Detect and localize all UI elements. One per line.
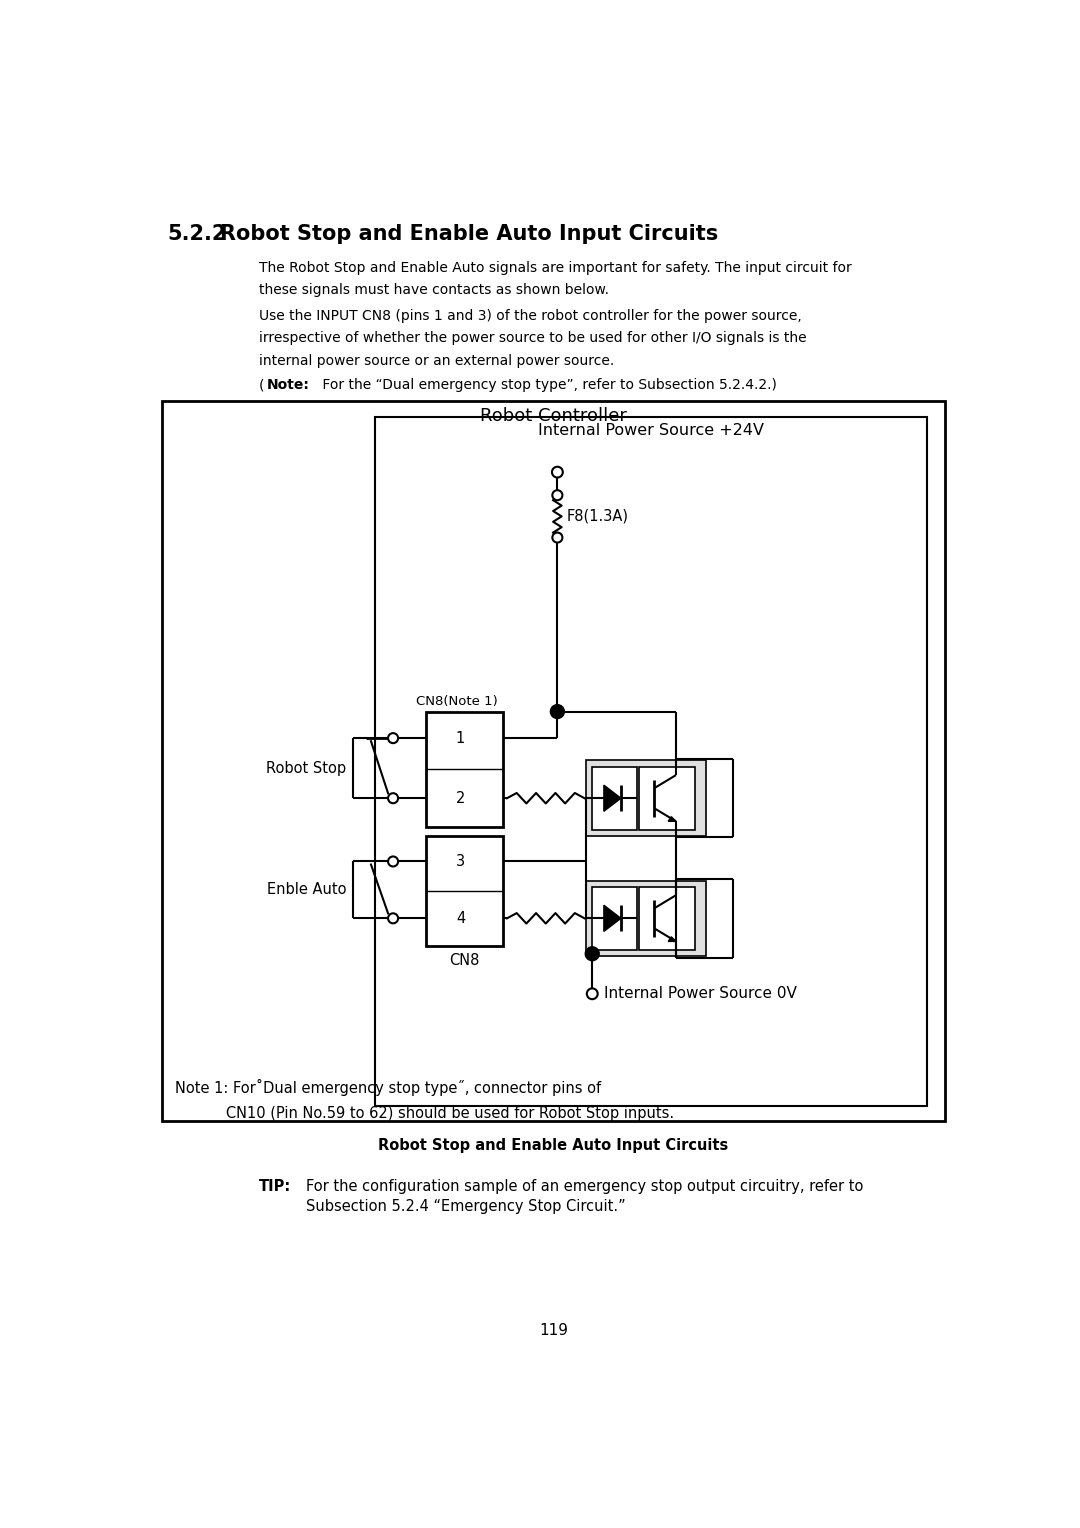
Text: Use the INPUT CN8 (pins 1 and 3) of the robot controller for the power source,: Use the INPUT CN8 (pins 1 and 3) of the … (259, 309, 801, 322)
Text: 4: 4 (456, 911, 465, 926)
Text: 1: 1 (456, 730, 465, 746)
Text: CN10 (Pin No.59 to 62) should be used for Robot Stop inputs.: CN10 (Pin No.59 to 62) should be used fo… (175, 1106, 674, 1122)
Text: these signals must have contacts as shown below.: these signals must have contacts as show… (259, 284, 609, 298)
Text: 119: 119 (539, 1323, 568, 1339)
Text: TIP:: TIP: (259, 1180, 292, 1193)
Text: Enble Auto: Enble Auto (267, 882, 347, 897)
Bar (162, 402, 945, 1122)
Polygon shape (604, 785, 621, 811)
Bar (426, 712, 503, 827)
Text: Internal Power Source +24V: Internal Power Source +24V (538, 423, 765, 439)
Bar (586, 761, 706, 836)
Polygon shape (669, 816, 676, 822)
Text: The Robot Stop and Enable Auto signals are important for safety. The input circu: The Robot Stop and Enable Auto signals a… (259, 261, 852, 275)
Text: Note:: Note: (267, 377, 310, 393)
Bar (375, 417, 927, 1106)
Text: 3: 3 (456, 854, 465, 869)
Bar (638, 886, 694, 950)
Text: 2: 2 (456, 790, 465, 805)
Text: F8(1.3A): F8(1.3A) (567, 509, 629, 524)
Text: CN8(Note 1): CN8(Note 1) (416, 695, 498, 709)
Polygon shape (669, 937, 676, 941)
Text: internal power source or an external power source.: internal power source or an external pow… (259, 353, 615, 368)
Bar (586, 880, 706, 957)
Text: Robot Stop: Robot Stop (267, 761, 347, 776)
Bar (592, 886, 637, 950)
Text: Internal Power Source 0V: Internal Power Source 0V (604, 986, 797, 1001)
Text: irrespective of whether the power source to be used for other I/O signals is the: irrespective of whether the power source… (259, 332, 807, 345)
Circle shape (551, 704, 565, 718)
Text: Robot Stop and Enable Auto Input Circuits: Robot Stop and Enable Auto Input Circuit… (220, 225, 718, 244)
Polygon shape (604, 905, 621, 932)
Bar (592, 767, 637, 830)
Text: CN8: CN8 (449, 953, 480, 969)
Text: Robot Controller: Robot Controller (481, 408, 626, 425)
Text: Robot Stop and Enable Auto Input Circuits: Robot Stop and Enable Auto Input Circuit… (378, 1138, 729, 1154)
Bar (638, 767, 694, 830)
Bar (426, 836, 503, 946)
Text: For the “Dual emergency stop type”, refer to Subsection 5.2.4.2.): For the “Dual emergency stop type”, refe… (318, 377, 777, 393)
Text: (: ( (259, 377, 265, 393)
Text: Note 1: For˚Dual emergency stop type˝, connector pins of: Note 1: For˚Dual emergency stop type˝, c… (175, 1079, 602, 1096)
Circle shape (585, 947, 599, 961)
Text: 5.2.2: 5.2.2 (167, 225, 227, 244)
Text: For the configuration sample of an emergency stop output circuitry, refer to
Sub: For the configuration sample of an emerg… (306, 1180, 863, 1215)
